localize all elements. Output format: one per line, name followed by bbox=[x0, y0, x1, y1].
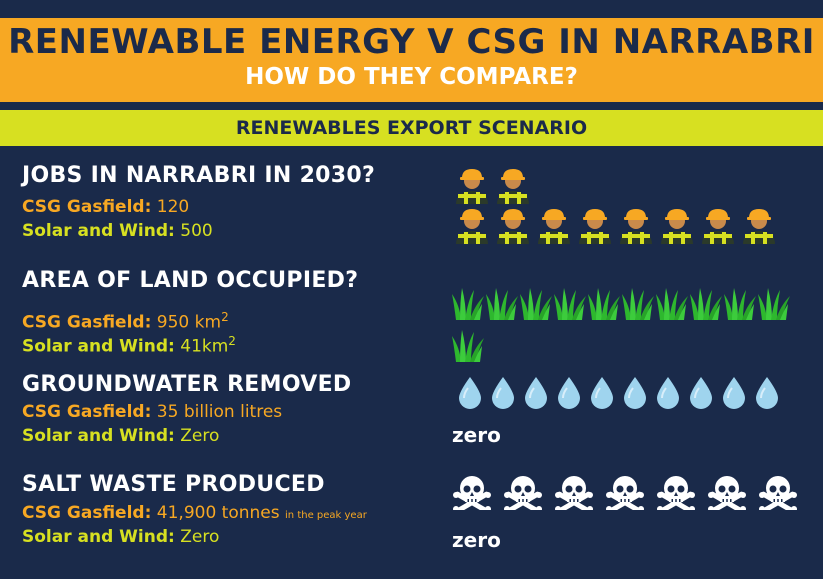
grass-icon bbox=[486, 286, 518, 324]
salt-csg-note: in the peak year bbox=[285, 510, 367, 521]
grass-icon bbox=[724, 286, 756, 324]
header-band bbox=[0, 18, 823, 102]
worker-icon bbox=[452, 206, 492, 248]
land-sw-row: Solar and Wind: 41km2 bbox=[22, 330, 236, 358]
salt-sw-label: Solar and Wind: bbox=[22, 527, 175, 547]
water-drop-icon bbox=[488, 376, 518, 414]
grass-icon bbox=[758, 286, 790, 324]
worker-icon bbox=[534, 206, 574, 248]
worker-icon bbox=[575, 206, 615, 248]
water-question: GROUNDWATER REMOVED bbox=[22, 372, 352, 397]
workers-row-bottom bbox=[452, 206, 780, 248]
water-drop-icon bbox=[455, 376, 485, 414]
scenario-band bbox=[0, 110, 823, 146]
jobs-csg-label: CSG Gasfield: bbox=[22, 197, 152, 217]
jobs-question: JOBS IN NARRABRI IN 2030? bbox=[22, 163, 376, 188]
worker-icon bbox=[698, 206, 738, 248]
land-csg-sup: 2 bbox=[221, 310, 229, 324]
water-sw-label: Solar and Wind: bbox=[22, 426, 175, 446]
jobs-csg-row: CSG Gasfield: 120 bbox=[22, 196, 189, 218]
water-drop-icon bbox=[686, 376, 716, 414]
water-csg-row: CSG Gasfield: 35 billion litres bbox=[22, 401, 282, 423]
page-title: RENEWABLE ENERGY V CSG IN NARRABRI bbox=[8, 22, 815, 62]
page-subtitle: HOW DO THEY COMPARE? bbox=[245, 64, 578, 90]
grass-icon bbox=[452, 286, 484, 324]
grass-icon bbox=[656, 286, 688, 324]
top-strip bbox=[0, 0, 823, 18]
water-drop-icon bbox=[653, 376, 683, 414]
scenario-title: RENEWABLES EXPORT SCENARIO bbox=[235, 117, 588, 139]
land-sw-label: Solar and Wind: bbox=[22, 336, 175, 357]
grass-icon bbox=[520, 286, 552, 324]
land-sw-value: 41km bbox=[180, 336, 229, 357]
land-sw-sup: 2 bbox=[228, 334, 236, 348]
water-drop-icon bbox=[620, 376, 650, 414]
grass-icon bbox=[690, 286, 722, 324]
worker-icon bbox=[657, 206, 697, 248]
grass-icon bbox=[622, 286, 654, 324]
salt-csg-label: CSG Gasfield: bbox=[22, 503, 152, 523]
jobs-sw-label: Solar and Wind: bbox=[22, 221, 175, 241]
water-drop-icon bbox=[587, 376, 617, 414]
water-zero-label: zero bbox=[452, 423, 501, 447]
grass-icon bbox=[554, 286, 586, 324]
jobs-csg-value: 120 bbox=[156, 197, 190, 217]
grass-row-bottom bbox=[452, 328, 486, 366]
worker-icon bbox=[739, 206, 779, 248]
salt-zero-label: zero bbox=[452, 528, 501, 552]
land-csg-label: CSG Gasfield: bbox=[22, 312, 152, 333]
jobs-sw-value: 500 bbox=[180, 221, 213, 241]
water-sw-value: Zero bbox=[180, 426, 220, 446]
skulls-row bbox=[452, 474, 809, 514]
water-drop-icon bbox=[752, 376, 782, 414]
water-csg-label: CSG Gasfield: bbox=[22, 402, 152, 422]
water-drop-icon bbox=[554, 376, 584, 414]
water-drop-icon bbox=[719, 376, 749, 414]
grass-icon bbox=[588, 286, 620, 324]
worker-icon bbox=[493, 206, 533, 248]
land-csg-row: CSG Gasfield: 950 km2 bbox=[22, 306, 229, 334]
workers-row-top bbox=[452, 166, 534, 208]
skull-crossbones-icon bbox=[554, 474, 594, 514]
worker-icon bbox=[616, 206, 656, 248]
skull-crossbones-icon bbox=[503, 474, 543, 514]
land-csg-value: 950 km bbox=[156, 312, 222, 333]
skull-crossbones-icon bbox=[605, 474, 645, 514]
skull-crossbones-icon bbox=[707, 474, 747, 514]
water-drop-icon bbox=[521, 376, 551, 414]
skull-crossbones-icon bbox=[452, 474, 492, 514]
salt-sw-value: Zero bbox=[180, 527, 220, 547]
salt-csg-value: 41,900 tonnes bbox=[156, 503, 280, 523]
worker-icon bbox=[493, 166, 533, 208]
land-question: AREA OF LAND OCCUPIED? bbox=[22, 268, 359, 293]
water-csg-value: 35 billion litres bbox=[156, 402, 283, 422]
salt-question: SALT WASTE PRODUCED bbox=[22, 472, 325, 497]
water-sw-row: Solar and Wind: Zero bbox=[22, 425, 219, 447]
grass-icon bbox=[452, 328, 484, 366]
worker-icon bbox=[452, 166, 492, 208]
skull-crossbones-icon bbox=[656, 474, 696, 514]
grass-row-top bbox=[452, 286, 792, 324]
water-drops-row bbox=[455, 376, 785, 414]
jobs-sw-row: Solar and Wind: 500 bbox=[22, 220, 213, 242]
salt-csg-row: CSG Gasfield: 41,900 tonnes in the peak … bbox=[22, 502, 367, 527]
salt-sw-row: Solar and Wind: Zero bbox=[22, 526, 219, 548]
skull-crossbones-icon bbox=[758, 474, 798, 514]
